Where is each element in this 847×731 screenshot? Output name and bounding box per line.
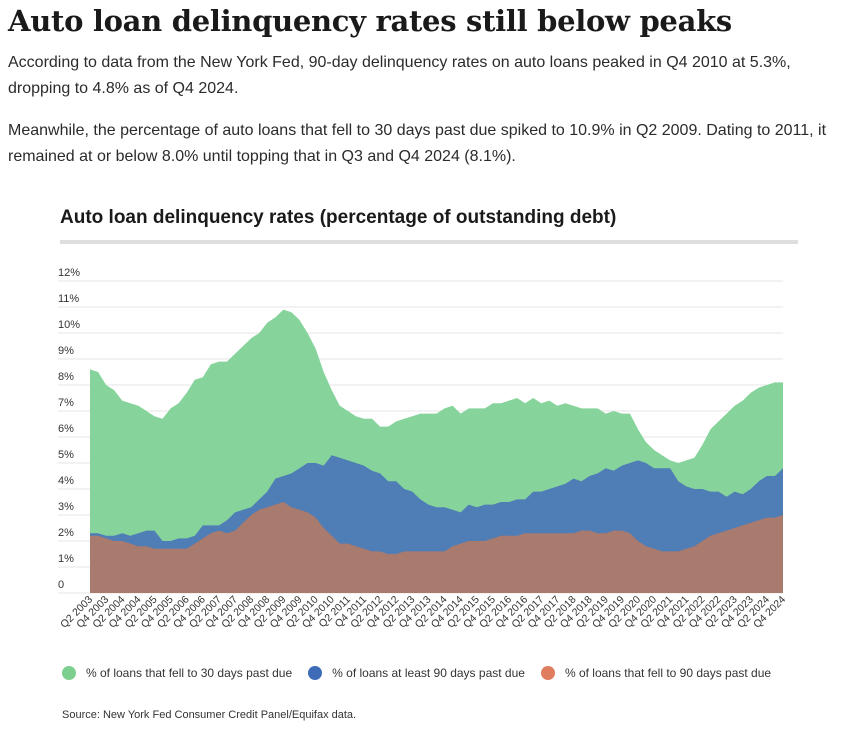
legend-swatch-blue [308, 666, 323, 680]
area-series-3 [90, 502, 783, 593]
legend-item-30-days: % of loans that fell to 30 days past due [62, 666, 292, 680]
y-tick-label: 6% [58, 423, 74, 435]
y-tick-label: 7% [58, 397, 74, 409]
y-tick-label: 1% [58, 553, 74, 565]
y-tick-label: 2% [58, 527, 74, 539]
y-tick-label: 9% [58, 345, 74, 357]
chart-title: Auto loan delinquency rates (percentage … [60, 207, 617, 228]
legend-label: % of loans that fell to 90 days past due [564, 666, 772, 680]
y-tick-label: 3% [58, 501, 74, 513]
article-headline: Auto loan delinquency rates still below … [8, 4, 732, 38]
legend-swatch-green [62, 666, 76, 680]
chart-legend: % of loans that fell to 30 days past due… [62, 666, 787, 680]
y-tick-label: 5% [58, 449, 74, 461]
y-tick-label: 10% [58, 319, 80, 331]
area-series [90, 309, 783, 593]
legend-label: % of loans that fell to 30 days past due [86, 666, 293, 680]
intro-paragraph-1: According to data from the New York Fed,… [8, 54, 791, 97]
legend-item-fell-90-days: % of loans that fell to 90 days past due [540, 666, 772, 680]
y-tick-label: 0 [58, 579, 64, 591]
y-tick-label: 11% [58, 293, 79, 305]
legend-swatch-orange [540, 666, 555, 680]
source-note: Source: New York Fed Consumer Credit Pan… [62, 709, 357, 721]
y-tick-label: 12% [58, 267, 80, 279]
y-tick-label: 4% [58, 475, 74, 487]
legend-label: % of loans at least 90 days past due [332, 666, 525, 680]
legend-item-90-plus-days: % of loans at least 90 days past due [308, 666, 525, 680]
y-axis-ticks: 0 1% 2% 3% 4% 5% 6% 7% 8% 9% 10% 11% 12% [58, 267, 80, 591]
intro-paragraph-2: Meanwhile, the percentage of auto loans … [8, 122, 827, 165]
chart-title-rule [60, 240, 798, 244]
y-tick-label: 8% [58, 371, 74, 383]
